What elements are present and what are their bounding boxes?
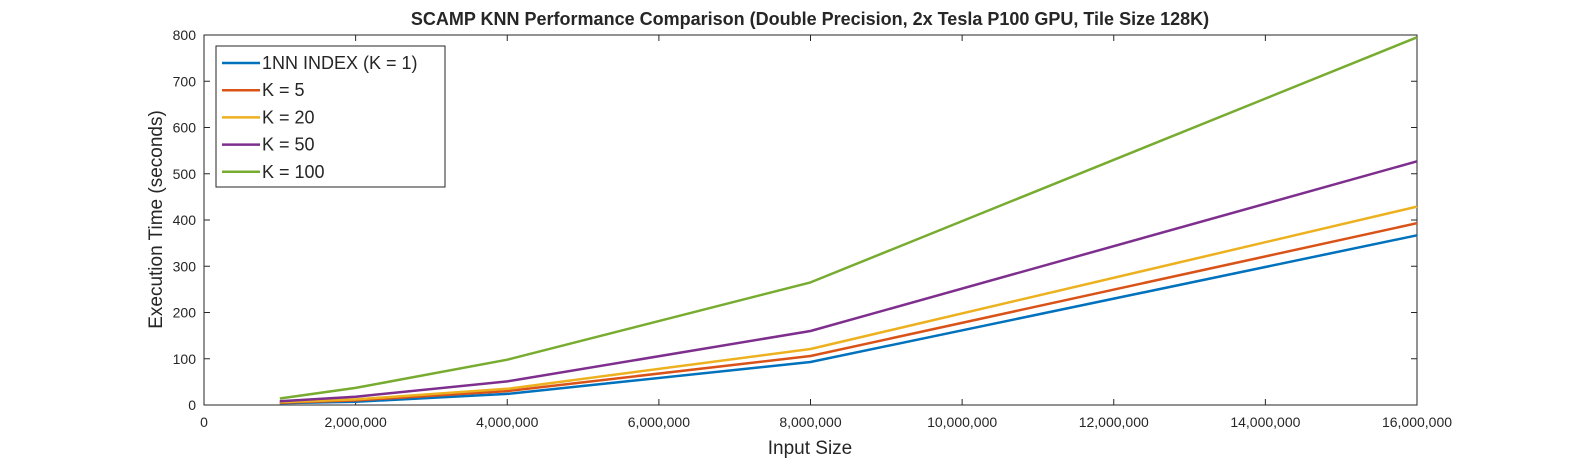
legend-label-1: K = 5 bbox=[262, 80, 305, 100]
x-tick-label: 14,000,000 bbox=[1230, 414, 1300, 430]
y-tick-label: 0 bbox=[188, 397, 196, 413]
chart-title: SCAMP KNN Performance Comparison (Double… bbox=[411, 9, 1209, 29]
x-tick-label: 16,000,000 bbox=[1382, 414, 1452, 430]
legend: 1NN INDEX (K = 1) K = 5 K = 20 K = 50 K = 10… bbox=[215, 45, 446, 188]
y-tick-label: 500 bbox=[173, 166, 197, 182]
y-tick-label: 100 bbox=[173, 351, 197, 367]
series-line-3 bbox=[279, 160, 1418, 403]
x-tick-label: 0 bbox=[200, 414, 208, 430]
y-tick-label: 200 bbox=[173, 305, 197, 321]
series-line-4 bbox=[279, 36, 1418, 400]
x-tick-label: 12,000,000 bbox=[1079, 414, 1149, 430]
y-tick-label: 800 bbox=[173, 27, 197, 43]
x-tick-label: 4,000,000 bbox=[476, 414, 538, 430]
axis-ticks: 0 2,000,000 4,000,000 6,000,000 8,000,000 10,… bbox=[173, 27, 1453, 430]
data-lines bbox=[279, 36, 1418, 405]
y-tick-label: 400 bbox=[173, 212, 197, 228]
y-tick-label: 300 bbox=[173, 258, 197, 274]
legend-label-0: 1NN INDEX (K = 1) bbox=[262, 53, 418, 73]
legend-label-2: K = 20 bbox=[262, 107, 315, 127]
y-tick-label: 700 bbox=[173, 73, 197, 89]
legend-label-3: K = 50 bbox=[262, 135, 315, 155]
x-axis-label: Input Size bbox=[768, 438, 853, 459]
x-tick-label: 6,000,000 bbox=[628, 414, 690, 430]
y-tick-label: 600 bbox=[173, 120, 197, 136]
x-tick-label: 10,000,000 bbox=[927, 414, 997, 430]
x-tick-label: 2,000,000 bbox=[324, 414, 386, 430]
series-line-1 bbox=[279, 221, 1418, 404]
x-tick-label: 8,000,000 bbox=[779, 414, 841, 430]
series-line-2 bbox=[279, 205, 1418, 404]
legend-label-4: K = 100 bbox=[262, 162, 325, 182]
y-axis-label: Execution Time (seconds) bbox=[146, 110, 167, 329]
